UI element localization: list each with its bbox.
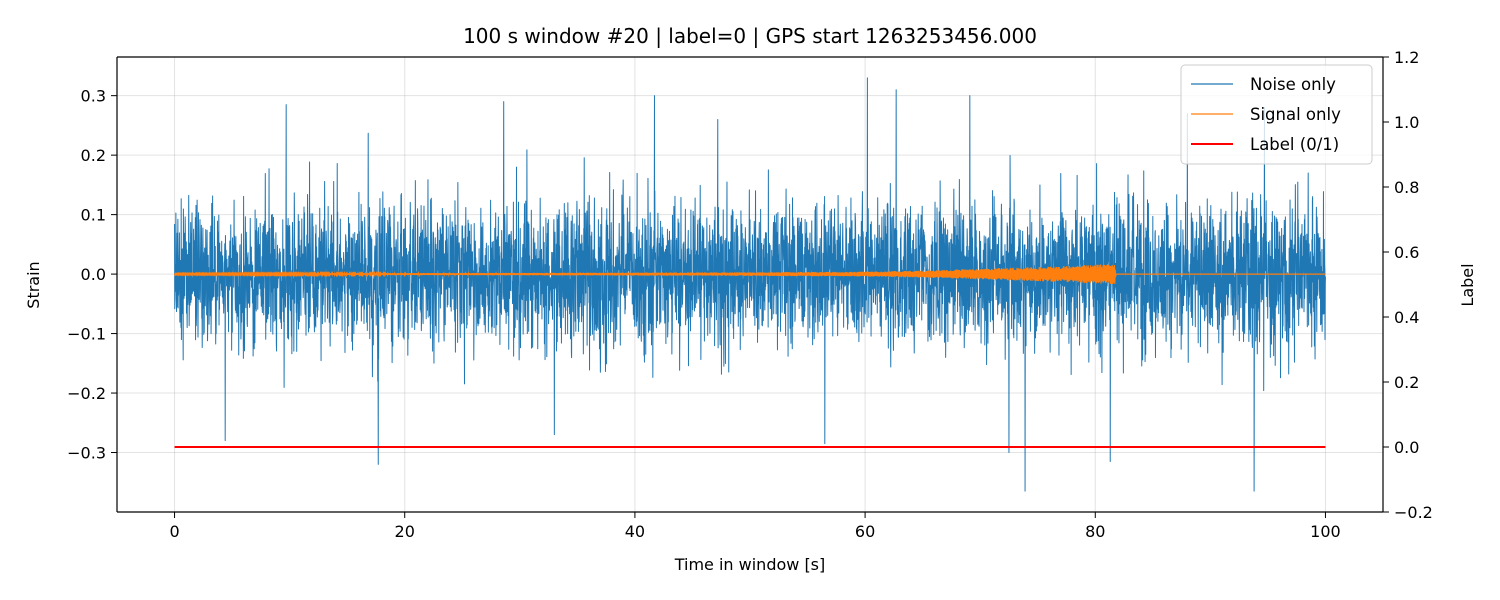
y-tick-label: 0.1 <box>81 206 106 225</box>
y2-tick-label: 1.2 <box>1394 48 1419 67</box>
noise-line <box>174 77 1326 492</box>
y2-tick-label: −0.2 <box>1394 503 1433 522</box>
x-tick-label: 60 <box>855 522 875 541</box>
ticks: 0 20 40 60 80 100 −0.3 −0.2 −0.1 0.0 0.1 0.2 0.3 −0.2… <box>67 48 1433 541</box>
y2-tick-label: 0.2 <box>1394 373 1419 392</box>
y2-tick-label: 1.0 <box>1394 113 1419 132</box>
x-tick-label: 20 <box>395 522 415 541</box>
x-tick-label: 0 <box>169 522 179 541</box>
x-axis-label: Time in window [s] <box>674 555 826 574</box>
y-tick-label: 0.2 <box>81 146 106 165</box>
legend-label: Signal only <box>1250 105 1341 124</box>
y-tick-label: −0.1 <box>67 325 106 344</box>
legend-label: Label (0/1) <box>1250 135 1339 154</box>
y-axis-label: Strain <box>24 261 43 308</box>
x-tick-label: 80 <box>1085 522 1105 541</box>
series-noise-only <box>174 77 1326 492</box>
series-signal-only <box>173 264 1326 285</box>
y-tick-label: −0.2 <box>67 384 106 403</box>
x-tick-label: 40 <box>625 522 645 541</box>
y2-tick-label: 0.8 <box>1394 178 1419 197</box>
legend-box <box>1180 64 1373 165</box>
y2-tick-label: 0.6 <box>1394 243 1419 262</box>
x-tick-label: 100 <box>1310 522 1341 541</box>
legend: Noise only Signal only Label (0/1) <box>1180 64 1373 165</box>
y-tick-label: 0.0 <box>81 265 106 284</box>
chart-title: 100 s window #20 | label=0 | GPS start 1… <box>463 24 1037 48</box>
signal-line <box>173 264 1326 285</box>
y-tick-label: −0.3 <box>67 444 106 463</box>
y2-tick-label: 0.4 <box>1394 308 1419 327</box>
axes <box>116 56 1384 513</box>
legend-label: Noise only <box>1250 75 1336 94</box>
y-tick-label: 0.3 <box>81 87 106 106</box>
y2-axis-label: Label <box>1458 263 1477 306</box>
y2-tick-label: 0.0 <box>1394 438 1419 457</box>
